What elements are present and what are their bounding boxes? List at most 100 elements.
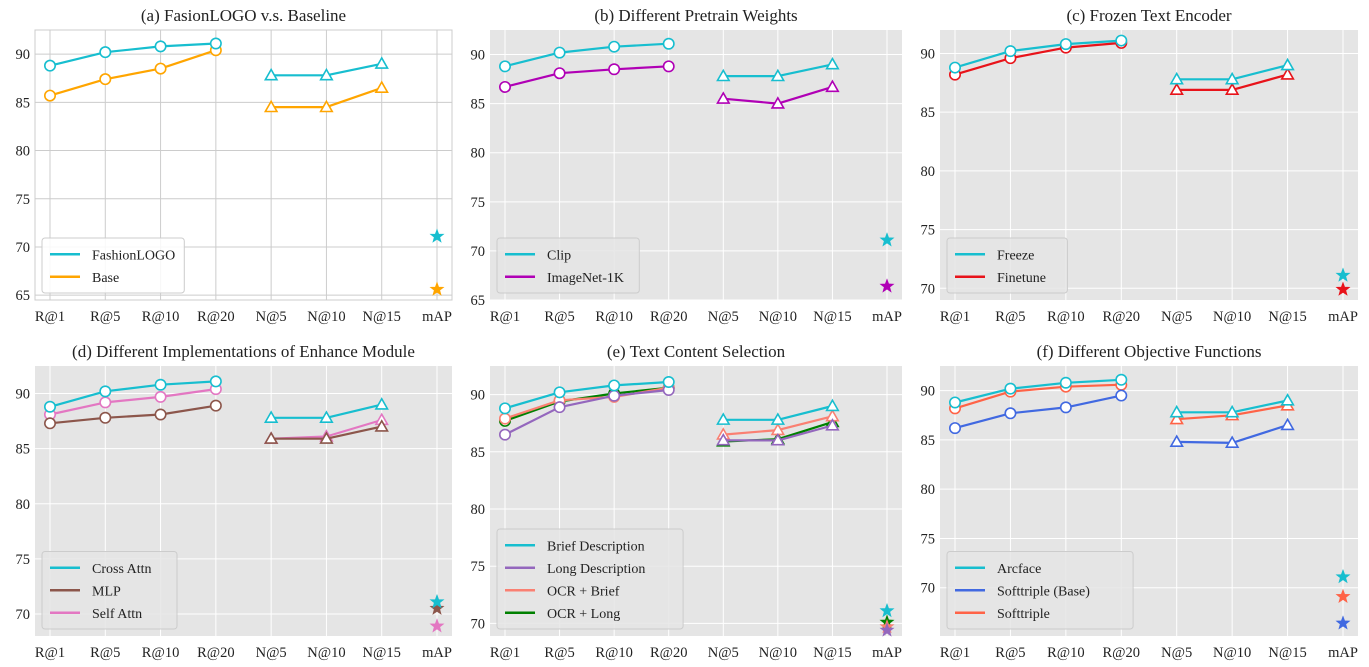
data-point [498, 60, 511, 73]
data-point [825, 398, 840, 412]
data-point [1169, 411, 1184, 425]
data-point [374, 80, 389, 94]
series-1 [498, 37, 895, 247]
data-point [154, 62, 167, 75]
y-tick-label: 65 [471, 293, 486, 309]
data-point [662, 376, 675, 389]
data-point [1115, 389, 1128, 402]
data-point [1280, 417, 1295, 431]
data-point [825, 418, 840, 431]
y-tick-label: 70 [921, 581, 936, 597]
y-tick-label: 70 [471, 244, 486, 260]
data-point [1115, 373, 1128, 386]
x-tick-label: R@20 [650, 645, 688, 661]
data-point [608, 389, 621, 402]
x-tick-label: R@1 [940, 645, 970, 661]
chart-panel-6: (f) Different Objective Functions R@1 R@5 R… [921, 342, 1358, 661]
x-tick-label: R@10 [595, 309, 633, 325]
data-point [1169, 71, 1184, 85]
x-tick-label: N@5 [708, 309, 739, 325]
chart-title: (a) FasionLOGO v.s. Baseline [141, 6, 346, 25]
x-tick-label: R@10 [142, 645, 180, 661]
y-tick-label: 70 [921, 281, 936, 297]
x-tick-label: N@5 [1161, 645, 1192, 661]
data-point [948, 396, 961, 409]
y-tick-label: 75 [921, 531, 936, 547]
legend-box [496, 237, 640, 294]
data-point [154, 40, 167, 53]
data-point [879, 278, 895, 293]
data-point [1335, 267, 1351, 282]
data-point [553, 401, 566, 414]
y-tick-label: 80 [16, 497, 31, 513]
x-tick-label: N@10 [1213, 309, 1251, 325]
data-point [770, 412, 786, 425]
data-point [498, 412, 511, 425]
legend-box [946, 551, 1134, 630]
data-point [1224, 71, 1240, 85]
x-tick-label: R@20 [1103, 309, 1141, 325]
data-point [1335, 569, 1351, 584]
x-tick-label: R@5 [544, 309, 574, 325]
series-line [49, 388, 217, 416]
series-1 [948, 373, 1351, 584]
legend-label: Long Description [547, 562, 645, 577]
data-point [429, 600, 445, 615]
chart-panel-3: (c) Frozen Text Encoder R@1 R@5 R@10 R@20 N@5… [921, 6, 1358, 325]
x-tick-label: N@15 [813, 645, 851, 661]
series-line [954, 378, 1122, 404]
x-tick-label: R@20 [197, 309, 235, 325]
y-tick-label: 90 [471, 388, 486, 404]
legend-label: Base [92, 271, 119, 286]
x-tick-label: N@10 [1213, 645, 1251, 661]
x-tick-label: mAP [872, 309, 902, 325]
data-point [770, 96, 786, 109]
legend-box [41, 237, 185, 294]
data-point [1004, 407, 1017, 420]
data-point [1280, 67, 1295, 80]
data-point [429, 281, 445, 296]
data-point [1059, 38, 1072, 51]
x-tick-label: R@1 [940, 309, 970, 325]
x-tick-label: R@1 [490, 309, 520, 325]
x-tick-label: N@15 [363, 309, 401, 325]
data-point [319, 99, 334, 113]
data-point [553, 67, 566, 80]
series-2 [948, 389, 1351, 630]
y-tick-label: 70 [16, 607, 31, 623]
series-line [504, 42, 669, 68]
data-point [1224, 82, 1240, 96]
legend-label: Softtriple [997, 607, 1050, 622]
x-tick-label: R@20 [1103, 645, 1141, 661]
series-line [49, 49, 217, 97]
data-point [879, 232, 895, 247]
data-point [43, 417, 56, 430]
data-point [716, 432, 731, 446]
data-point [263, 431, 279, 444]
data-point [1004, 45, 1017, 58]
legend-label: Freeze [997, 248, 1034, 263]
data-point [716, 91, 731, 104]
legend-box [946, 237, 1068, 294]
series-2 [498, 60, 895, 293]
x-tick-label: N@5 [256, 309, 287, 325]
series-line [504, 388, 669, 436]
legend-label: Softtriple (Base) [997, 584, 1090, 599]
data-point [1335, 615, 1351, 630]
data-point [319, 67, 334, 81]
data-point [1169, 404, 1184, 418]
series-1 [43, 37, 445, 243]
data-point [263, 67, 279, 81]
legend-label: Finetune [997, 271, 1046, 286]
legend: Brief Description Long Description OCR + B… [496, 528, 684, 630]
data-point [662, 37, 675, 50]
x-tick-label: N@10 [307, 645, 345, 661]
y-tick-label: 85 [921, 433, 936, 449]
legend-label: Cross Attn [92, 562, 152, 577]
y-tick-label: 80 [471, 146, 486, 162]
data-point [716, 412, 731, 425]
chart-panel-2: (b) Different Pretrain Weights R@1 R@5 R@10… [471, 6, 902, 325]
data-point [209, 37, 222, 50]
legend-label: Arcface [997, 562, 1041, 577]
